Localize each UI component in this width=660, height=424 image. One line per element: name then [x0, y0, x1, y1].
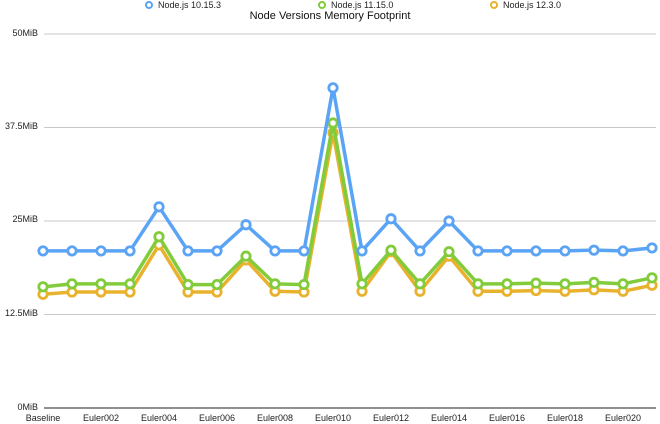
legend-label: Node.js 10.15.3	[158, 0, 222, 10]
legend-item-node-11: Node.js 11.15.0	[318, 0, 393, 10]
data-point-marker	[298, 245, 310, 257]
data-point-marker	[472, 278, 484, 290]
data-point-marker	[414, 278, 426, 290]
data-point-marker	[240, 219, 252, 231]
data-point-marker	[385, 244, 397, 256]
data-point-marker	[501, 278, 513, 290]
data-point-marker	[95, 278, 107, 290]
y-tick-label: 50MiB	[12, 28, 38, 38]
data-point-marker	[472, 245, 484, 257]
data-point-marker	[269, 245, 281, 257]
data-point-marker	[182, 278, 194, 291]
circle-marker-icon	[145, 1, 153, 9]
data-point-marker	[37, 281, 49, 293]
x-tick-label: Euler014	[430, 413, 468, 423]
data-point-marker	[211, 245, 223, 257]
data-point-marker	[182, 245, 194, 257]
circle-marker-icon	[318, 1, 326, 9]
data-point-marker	[646, 272, 658, 284]
data-point-marker	[617, 245, 629, 257]
data-point-marker	[327, 117, 339, 129]
x-tick-label: Euler020	[604, 413, 642, 423]
x-tick-label: Euler004	[140, 413, 178, 423]
data-point-marker	[66, 245, 78, 257]
x-tick-label: Euler006	[198, 413, 236, 423]
data-point-marker	[588, 276, 600, 288]
legend-item-node-12: Node.js 12.3.0	[490, 0, 561, 10]
legend-item-node-10: Node.js 10.15.3	[145, 0, 221, 10]
x-tick-label: Euler008	[256, 413, 294, 423]
data-point-marker	[443, 246, 455, 258]
chart-legend: Node.js 10.15.3 Node.js 11.15.0 Node.js …	[0, 0, 660, 12]
data-point-marker	[269, 278, 281, 290]
data-point-marker	[124, 245, 136, 257]
data-point-marker	[559, 245, 571, 257]
data-point-marker	[153, 231, 165, 243]
data-point-marker	[385, 213, 397, 225]
circle-marker-icon	[490, 1, 498, 9]
data-point-marker	[240, 250, 252, 262]
series-line	[37, 117, 658, 293]
data-point-marker	[443, 215, 455, 227]
x-tick-label: Euler018	[546, 413, 584, 423]
data-point-marker	[617, 278, 629, 290]
data-point-marker	[356, 245, 368, 257]
data-point-marker	[414, 245, 426, 257]
data-point-marker	[559, 278, 571, 290]
x-tick-label: Baseline	[25, 413, 61, 423]
x-tick-label: Euler016	[488, 413, 526, 423]
data-point-marker	[66, 278, 78, 290]
series-line	[37, 82, 658, 257]
x-tick-label: Euler010	[314, 413, 352, 423]
data-point-marker	[327, 82, 339, 94]
data-point-marker	[588, 244, 600, 256]
data-point-marker	[530, 277, 542, 289]
x-tick-label: Euler012	[372, 413, 410, 423]
data-point-marker	[211, 278, 223, 291]
legend-label: Node.js 12.3.0	[503, 0, 562, 10]
y-tick-label: 25MiB	[12, 214, 38, 224]
legend-label: Node.js 11.15.0	[331, 0, 394, 10]
data-point-marker	[298, 278, 310, 291]
data-point-marker	[95, 245, 107, 257]
x-tick-label: Euler002	[82, 413, 120, 423]
data-point-marker	[37, 245, 49, 257]
data-point-marker	[356, 278, 368, 290]
y-tick-label: 37.5MiB	[4, 121, 38, 131]
y-tick-label: 12.5MiB	[4, 308, 38, 318]
data-point-marker	[153, 201, 165, 213]
series-line	[37, 127, 658, 300]
chart-title: Node Versions Memory Footprint	[249, 10, 411, 22]
data-point-marker	[124, 278, 136, 290]
data-point-marker	[646, 242, 658, 254]
data-point-marker	[530, 245, 542, 257]
data-point-marker	[501, 245, 513, 257]
y-tick-label: 0MiB	[17, 402, 38, 412]
